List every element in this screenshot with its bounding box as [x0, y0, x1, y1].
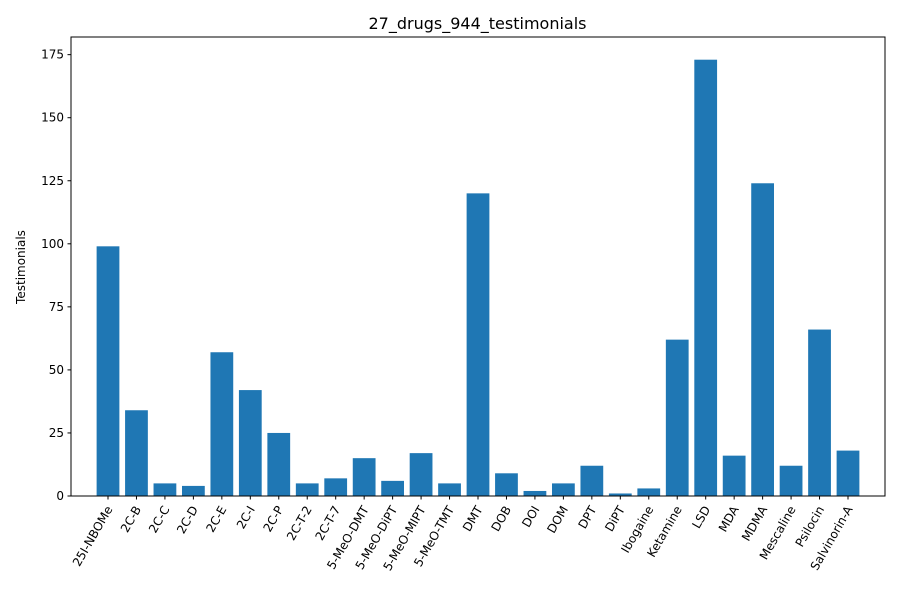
bar-mda — [722, 455, 746, 496]
bar-5-meo-mipt — [409, 453, 433, 496]
y-tick-label: 100 — [41, 237, 64, 251]
y-tick-label: 0 — [56, 489, 64, 503]
bar-5-meo-dipt — [381, 480, 404, 496]
y-axis-ticks: 0 25 50 75 100 125 150 175 — [41, 48, 71, 503]
bar-5-meo-tmt — [438, 483, 461, 496]
bar-dipt — [608, 493, 632, 496]
bar-dom — [552, 483, 575, 496]
bar-mescaline — [779, 465, 803, 496]
y-tick-label: 175 — [41, 48, 64, 62]
bar-2c-e — [210, 352, 234, 496]
bar-2c-b — [125, 410, 148, 496]
y-tick-label: 75 — [49, 300, 64, 314]
bar-ketamine — [665, 339, 689, 496]
plot-area-frame — [70, 36, 886, 497]
bar-2c-p — [267, 432, 291, 496]
bar-ibogaine — [637, 488, 661, 496]
y-tick-label: 25 — [49, 426, 64, 440]
bar-dob — [495, 473, 518, 496]
chart-title: 27_drugs_944_testimonials — [369, 14, 587, 34]
bar-salvinorin-a — [836, 450, 860, 496]
y-tick-label: 150 — [41, 111, 64, 125]
bar-5-meo-dmt — [352, 458, 376, 496]
bar-lsd — [694, 59, 718, 496]
bar-2c-t-2 — [295, 483, 319, 496]
bar-mdma — [751, 183, 774, 496]
bar-25i-nbome — [96, 246, 120, 496]
bar-dmt — [466, 193, 490, 497]
bar-2c-d — [182, 485, 205, 496]
y-tick-label: 50 — [49, 363, 64, 377]
y-tick-label: 125 — [41, 174, 64, 188]
y-axis-label: Testimonials — [14, 230, 28, 305]
bar-2c-t-7 — [324, 478, 348, 496]
bar-2c-c — [153, 483, 177, 496]
bar-doi — [523, 490, 547, 496]
bar-psilocin — [808, 329, 831, 496]
bar-dpt — [580, 465, 604, 496]
bars-group — [96, 59, 860, 497]
bar-2c-i — [238, 390, 262, 496]
